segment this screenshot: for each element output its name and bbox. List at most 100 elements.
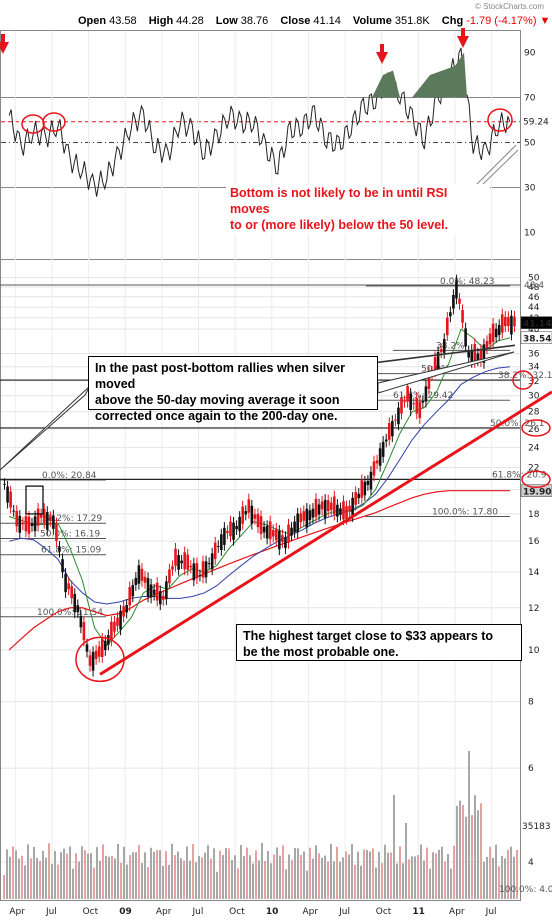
volume-bar: [63, 848, 65, 899]
volume-bar: [108, 856, 110, 899]
volume-bar: [24, 865, 26, 899]
price-tick-label: 10: [528, 646, 540, 656]
candle-body: [449, 312, 452, 317]
red-arrow-stem: [380, 44, 384, 52]
low-value: 38.76: [240, 15, 269, 27]
candle-body: [128, 587, 132, 606]
candle-body: [30, 523, 34, 526]
volume-bar: [180, 858, 182, 899]
volume-bar: [456, 805, 458, 899]
volume-bar: [453, 845, 455, 899]
candle-body: [122, 606, 125, 617]
volume-bar: [27, 844, 29, 899]
volume-bar: [174, 855, 176, 899]
volume-bar: [120, 862, 122, 899]
volume-bar: [336, 846, 338, 899]
candle-body: [287, 524, 290, 543]
rsi-highlight-circle: [42, 112, 66, 132]
volume-bar: [459, 800, 461, 899]
candle-body: [27, 516, 31, 534]
candle-body: [293, 521, 296, 533]
candle-body: [326, 500, 330, 512]
candle-body: [85, 644, 89, 652]
candle-body: [12, 510, 15, 512]
volume-bar: [417, 855, 419, 899]
candle-body: [504, 316, 507, 327]
fibonacci-label: 61.8%: 20.9: [492, 470, 547, 480]
candle-body: [204, 561, 208, 578]
volume-bar: [381, 863, 383, 899]
rsi-overbought-fill: [412, 52, 467, 98]
volume-bar: [468, 751, 470, 899]
candle-body: [67, 583, 70, 590]
volume-bar: [324, 855, 326, 899]
x-tick-label: Jul: [338, 907, 350, 917]
volume-bar: [375, 867, 377, 899]
candle-body: [409, 393, 412, 410]
candle-body: [314, 498, 318, 518]
candle-body: [100, 638, 104, 658]
price-tick-label: 16: [528, 537, 540, 547]
volume-bar: [315, 845, 317, 899]
candle-body: [403, 401, 406, 403]
rsi-last-value-label: 59.24: [523, 118, 549, 128]
x-tick-label: Apr: [9, 907, 25, 917]
volume-bar: [111, 856, 113, 899]
volume-bar: [438, 849, 440, 899]
rally-callout-arrow: [377, 351, 515, 394]
volume-bar: [225, 848, 227, 899]
volume-bar: [351, 844, 353, 899]
volume-bar: [21, 855, 23, 899]
chg-label: Chg: [441, 15, 464, 27]
candle-body: [271, 530, 275, 537]
volume-bar: [384, 844, 386, 899]
candle-body: [107, 635, 110, 645]
volume-bar: [297, 848, 299, 899]
candle-body: [397, 407, 400, 425]
support-trendline: [99, 390, 552, 676]
fibonacci-label: 0.0%: 48.23: [440, 277, 495, 287]
volume-bar: [246, 847, 248, 899]
volume-bar: [42, 850, 44, 899]
candle-body: [378, 448, 382, 466]
candle-body: [195, 563, 199, 579]
volume-bar: [444, 861, 446, 899]
volume-bar: [366, 850, 368, 899]
volume-bar: [450, 868, 452, 899]
volume-bar: [75, 853, 77, 899]
high-value: 44.28: [176, 15, 204, 27]
volume-bar: [333, 861, 335, 899]
volume-bar: [354, 864, 356, 899]
volume-bar: [150, 847, 152, 899]
rsi-annotation: Bottom is not likely to be in until RSI …: [226, 184, 490, 234]
candle-body: [424, 386, 428, 402]
candle-body: [119, 610, 122, 630]
moving-average-layer: [8, 328, 511, 651]
price-tick-label: 8: [528, 698, 534, 708]
candle-body: [470, 349, 474, 362]
x-tick-label: Apr: [449, 907, 465, 917]
candle-body: [45, 511, 49, 530]
volume-bar: [471, 815, 473, 899]
candle-body: [192, 563, 196, 581]
ohlc-header: Open 43.58 High 44.28 Low 38.76 Close 41.14 …: [78, 15, 550, 27]
volume-bar: [414, 856, 416, 899]
candle-body: [152, 589, 156, 595]
candle-body: [265, 525, 269, 539]
candle-body: [308, 510, 312, 521]
candle-body: [97, 646, 101, 657]
chg-down-arrow-icon: ▼: [539, 15, 551, 27]
candle-body: [137, 565, 141, 584]
volume-bar: [492, 857, 494, 899]
volume-bar: [294, 847, 296, 899]
candle-body: [24, 516, 28, 532]
candle-body: [296, 513, 299, 533]
candle-body: [507, 317, 510, 327]
volume-bar: [330, 843, 332, 899]
volume-bar: [303, 851, 305, 899]
marker-layer: [0, 28, 551, 489]
candle-body: [268, 521, 272, 540]
candle-body: [354, 492, 357, 505]
volume-bar: [45, 857, 47, 899]
